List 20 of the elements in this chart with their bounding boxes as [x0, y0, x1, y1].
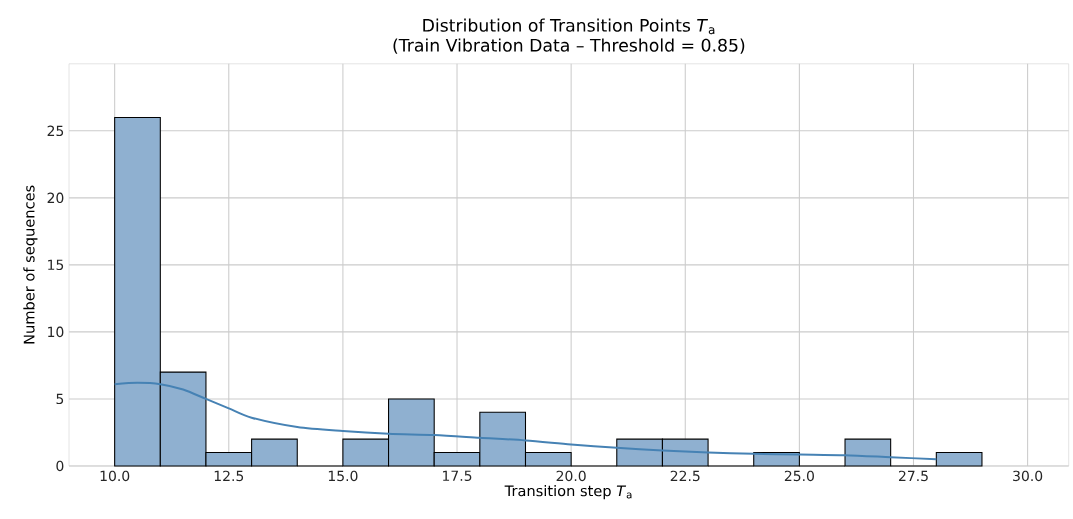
y-tick-label: 5 — [56, 393, 64, 405]
x-tick-label: 27.5 — [898, 470, 928, 482]
y-tick-label: 10 — [48, 326, 64, 338]
x-tick-label: 10.0 — [100, 470, 130, 482]
chart-title: Distribution of Transition Points T$_{a}$ — [423, 18, 715, 35]
y-tick-label: 25 — [47, 125, 64, 137]
y-tick-label: 15 — [48, 259, 64, 271]
line-series — [113, 381, 938, 461]
x-tick-label: 30.0 — [1013, 470, 1043, 482]
chart-subtitle: (Train Vibration Data – Threshold = 0.85) — [393, 38, 745, 54]
x-tick-label: 22.5 — [670, 470, 700, 482]
x-axis-title: Transition step T$_{a}$ — [504, 485, 632, 500]
x-tick-label: 12.5 — [214, 470, 244, 482]
x-tick-label: 15.0 — [328, 470, 358, 482]
x-tick-label: 20.0 — [556, 470, 586, 482]
y-tick-label: 20 — [47, 192, 64, 204]
y-axis-title: Number of sequences — [23, 185, 38, 344]
x-tick-label: 17.5 — [443, 470, 472, 482]
y-tick-label: 0 — [56, 460, 64, 472]
x-tick-label: 25.0 — [784, 470, 814, 482]
